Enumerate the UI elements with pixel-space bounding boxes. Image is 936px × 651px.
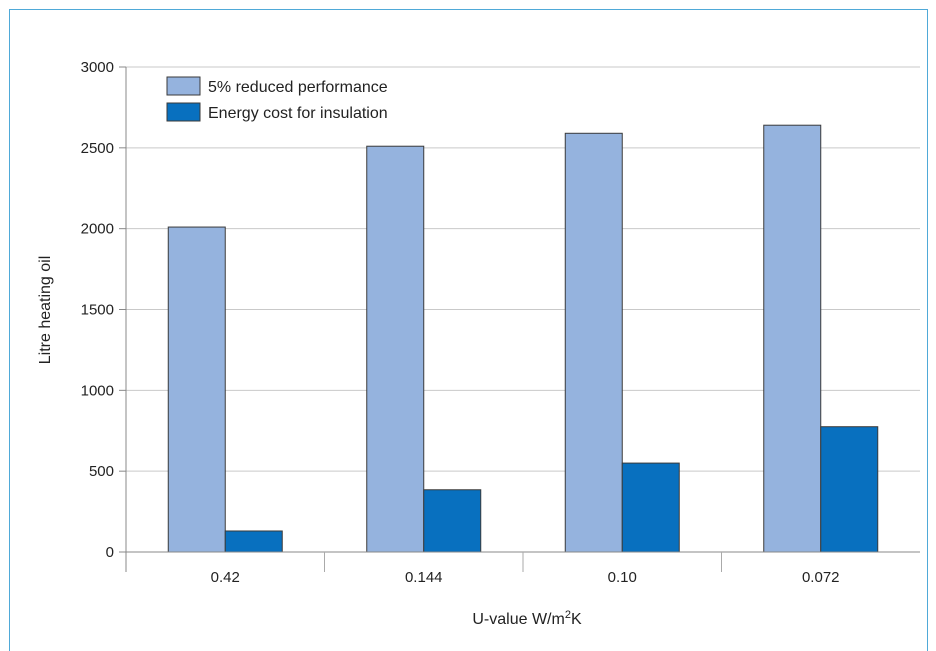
bar-reduced-performance — [763, 124, 822, 553]
legend-swatch — [166, 76, 201, 96]
bar-energy-cost — [820, 426, 879, 553]
y-axis-ticks: 0 500 1000 1500 2000 2500 3000 — [81, 59, 127, 572]
chart-frame — [9, 9, 928, 651]
legend: 5% reduced performance Energy cost for in… — [166, 76, 388, 122]
bars — [167, 124, 879, 553]
y-tick-label: 3000 — [81, 59, 114, 76]
y-tick-label: 0 — [106, 544, 114, 561]
y-axis-label: Litre heating oil — [37, 256, 54, 365]
x-axis-label-superscript: 2 — [565, 609, 571, 621]
x-axis-label-main: U-value W/m — [472, 611, 564, 628]
x-tick-label: 0.10 — [608, 569, 637, 586]
y-tick-label: 2000 — [81, 221, 114, 238]
x-axis-label-tail: K — [571, 611, 582, 628]
legend-label: Energy cost for insulation — [208, 105, 388, 122]
legend-swatch — [166, 102, 201, 122]
legend-label: 5% reduced performance — [208, 79, 388, 96]
bar-reduced-performance — [564, 132, 623, 553]
x-tick-label: 0.42 — [211, 569, 240, 586]
x-axis-label: U-value W/m2K — [472, 609, 582, 628]
x-axis: 0.42 0.144 0.10 0.072 — [126, 551, 920, 586]
y-tick-label: 2500 — [81, 140, 114, 157]
bar-reduced-performance — [167, 226, 226, 553]
y-tick-label: 1000 — [81, 382, 114, 399]
bar-energy-cost — [621, 462, 680, 553]
y-tick-label: 1500 — [81, 302, 114, 319]
bar-reduced-performance — [366, 145, 425, 553]
x-tick-label: 0.072 — [802, 569, 840, 586]
bar-energy-cost — [423, 489, 482, 553]
y-tick-label: 500 — [89, 463, 114, 480]
bar-energy-cost — [224, 530, 283, 553]
x-tick-label: 0.144 — [405, 569, 443, 586]
